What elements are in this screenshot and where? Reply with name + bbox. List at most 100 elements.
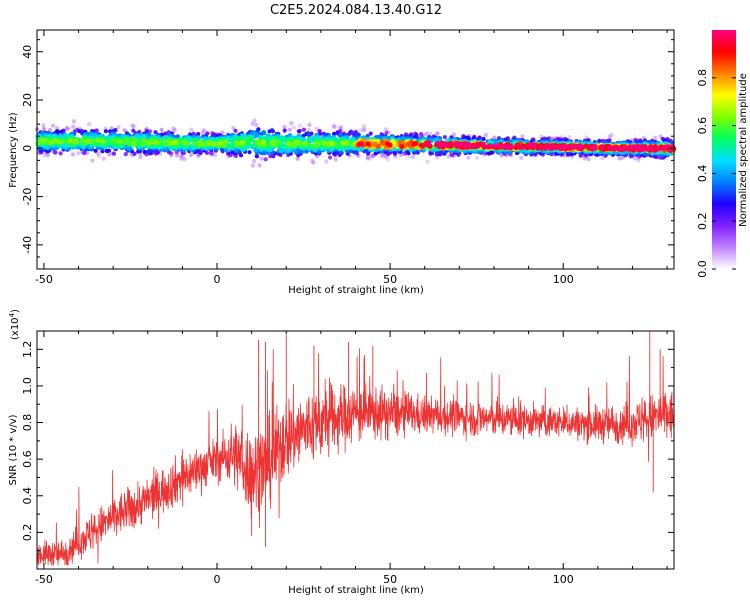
snr-series-line — [36, 348, 675, 567]
spectrogram-point-107 — [483, 132, 488, 138]
spectrogram-point-448 — [254, 154, 260, 159]
snr-xtick-label--50: -50 — [35, 573, 53, 586]
spectrogram-point-2123 — [47, 139, 53, 145]
spectrogram-point-417 — [226, 151, 231, 156]
spectrogram-point-7 — [291, 125, 297, 130]
spectrogram-point-503 — [93, 148, 98, 153]
spectrogram-point-166 — [370, 153, 375, 158]
spectrogram-point-636 — [138, 149, 143, 154]
spectrogram-point-2143 — [322, 140, 328, 146]
spectrogram-point-188 — [328, 155, 333, 160]
spectrogram-point-2127 — [269, 139, 275, 145]
spectrogram-point-2467 — [356, 141, 362, 147]
spectrogram-point-2545 — [519, 144, 525, 151]
spectrogram-point-518 — [104, 148, 109, 154]
spectrogram-point-155 — [122, 128, 127, 133]
spectrogram-point-2547 — [620, 146, 627, 152]
spectrogram-point-2556 — [612, 146, 618, 152]
spectrogram-point-2541 — [526, 142, 532, 148]
spectrogram-point-29 — [361, 124, 366, 129]
colorbar-label: Normalized spectral amplitude — [738, 73, 749, 227]
spectrogram-point-321 — [368, 131, 373, 136]
spectrogram-point-2512 — [427, 143, 433, 149]
spectrogram-point-179 — [159, 127, 164, 132]
spectrogram-point-362 — [318, 131, 323, 136]
spectrogram-point-2109 — [94, 137, 100, 143]
spec-xtick-label--50: -50 — [35, 273, 53, 286]
spectrogram-point-119 — [365, 155, 371, 160]
spectrogram-point-110 — [200, 130, 205, 135]
spectrogram-point-64 — [410, 154, 415, 159]
spectrogram-point-60 — [466, 155, 471, 160]
spectrogram-point-102 — [451, 132, 456, 137]
spectrogram-point-2592 — [647, 144, 653, 150]
spectrogram-point-2579 — [577, 146, 584, 152]
spectrogram-point-35 — [324, 159, 329, 164]
spectrogram-panel: -50 0 50 100 -40 -20 0 20 40 Height of straight … — [8, 29, 677, 296]
spectrogram-point-2124 — [83, 139, 89, 145]
spectrogram-point-2317 — [399, 143, 405, 150]
spectrogram-point-2161 — [261, 139, 267, 145]
spectrogram-point-117 — [619, 156, 624, 161]
spectrogram-point-89 — [71, 119, 77, 124]
spectrogram-point-2150 — [72, 138, 79, 144]
spectrogram-point-2169 — [340, 140, 346, 146]
spectrogram-point-2077 — [162, 139, 168, 145]
snr-xtick-label-100: 100 — [553, 573, 574, 586]
spectrogram-point-2564 — [570, 143, 577, 149]
spectrogram-point-2390 — [385, 141, 391, 147]
spectrogram-point-78 — [520, 134, 525, 139]
spectrogram-point-127 — [70, 152, 75, 157]
snr-ytick-label-0.6: 0.6 — [21, 450, 34, 468]
spectrogram-point-125 — [307, 122, 312, 127]
spectrogram-point-129 — [54, 126, 60, 131]
spectrogram-point-52 — [76, 151, 81, 156]
spectrogram-point-807 — [226, 132, 231, 137]
spectrogram-point-467 — [77, 129, 82, 134]
spectrogram-point-31 — [116, 125, 121, 130]
spectrogram-point-2167 — [217, 140, 223, 146]
spectrogram-xlabel: Height of straight line (km) — [288, 285, 424, 296]
spectrogram-point-473 — [332, 151, 337, 156]
spectrogram-point-84 — [252, 159, 257, 164]
spectrogram-point-2108 — [182, 139, 188, 145]
snr-xlabel: Height of straight line (km) — [288, 585, 424, 596]
spectrogram-point-17 — [314, 126, 319, 131]
colorbar-tick-label-0.2: 0.2 — [696, 212, 709, 230]
spectrogram-point-2473 — [515, 142, 521, 148]
snr-scale-label: (x104) — [8, 309, 21, 340]
spectrogram-point-548 — [332, 131, 337, 136]
spectrogram-point-130 — [435, 131, 440, 136]
spectrogram-point-2589 — [496, 143, 502, 149]
spectrogram-point-2104 — [313, 141, 319, 147]
spectrogram-point-1284 — [278, 147, 284, 153]
spec-ytick-label--40: -40 — [21, 236, 34, 254]
spectrogram-point-14 — [519, 155, 524, 160]
spectrogram-point-2584 — [457, 141, 463, 148]
spectrogram-point-2300 — [380, 140, 386, 146]
spectrogram-point-43 — [384, 127, 389, 132]
spectrogram-point-466 — [103, 129, 108, 134]
spectrogram-point-2110 — [223, 139, 229, 145]
spectrogram-point-79 — [632, 156, 637, 161]
spectrogram-point-286 — [166, 150, 172, 155]
spectrogram-point-2030 — [124, 139, 130, 145]
spectrogram-point-132 — [259, 156, 264, 161]
spectrogram-point-2566 — [508, 145, 514, 151]
spectrogram-point-85 — [339, 125, 344, 130]
spectrogram-point-371 — [163, 131, 168, 136]
spectrogram-point-2586 — [502, 143, 508, 149]
spectrogram-point-570 — [267, 129, 272, 134]
colorbar-ticks: 0.0 0.2 0.4 0.6 0.8 — [696, 69, 736, 278]
spectrogram-point-2593 — [631, 145, 638, 151]
snr-ytick-label-0.8: 0.8 — [21, 414, 34, 432]
spectrogram-point-77 — [254, 122, 259, 128]
spectrogram-point-9 — [297, 123, 303, 128]
spectrogram-point-94 — [42, 127, 47, 132]
snr-ytick-label-0.4: 0.4 — [21, 487, 34, 505]
spectrogram-point-126 — [174, 153, 180, 158]
spectrogram-point-2152 — [153, 139, 160, 145]
spec-ytick-label-0: 0 — [21, 145, 34, 152]
spectrogram-point-99 — [653, 135, 658, 140]
spectrogram-point-580 — [301, 133, 306, 138]
